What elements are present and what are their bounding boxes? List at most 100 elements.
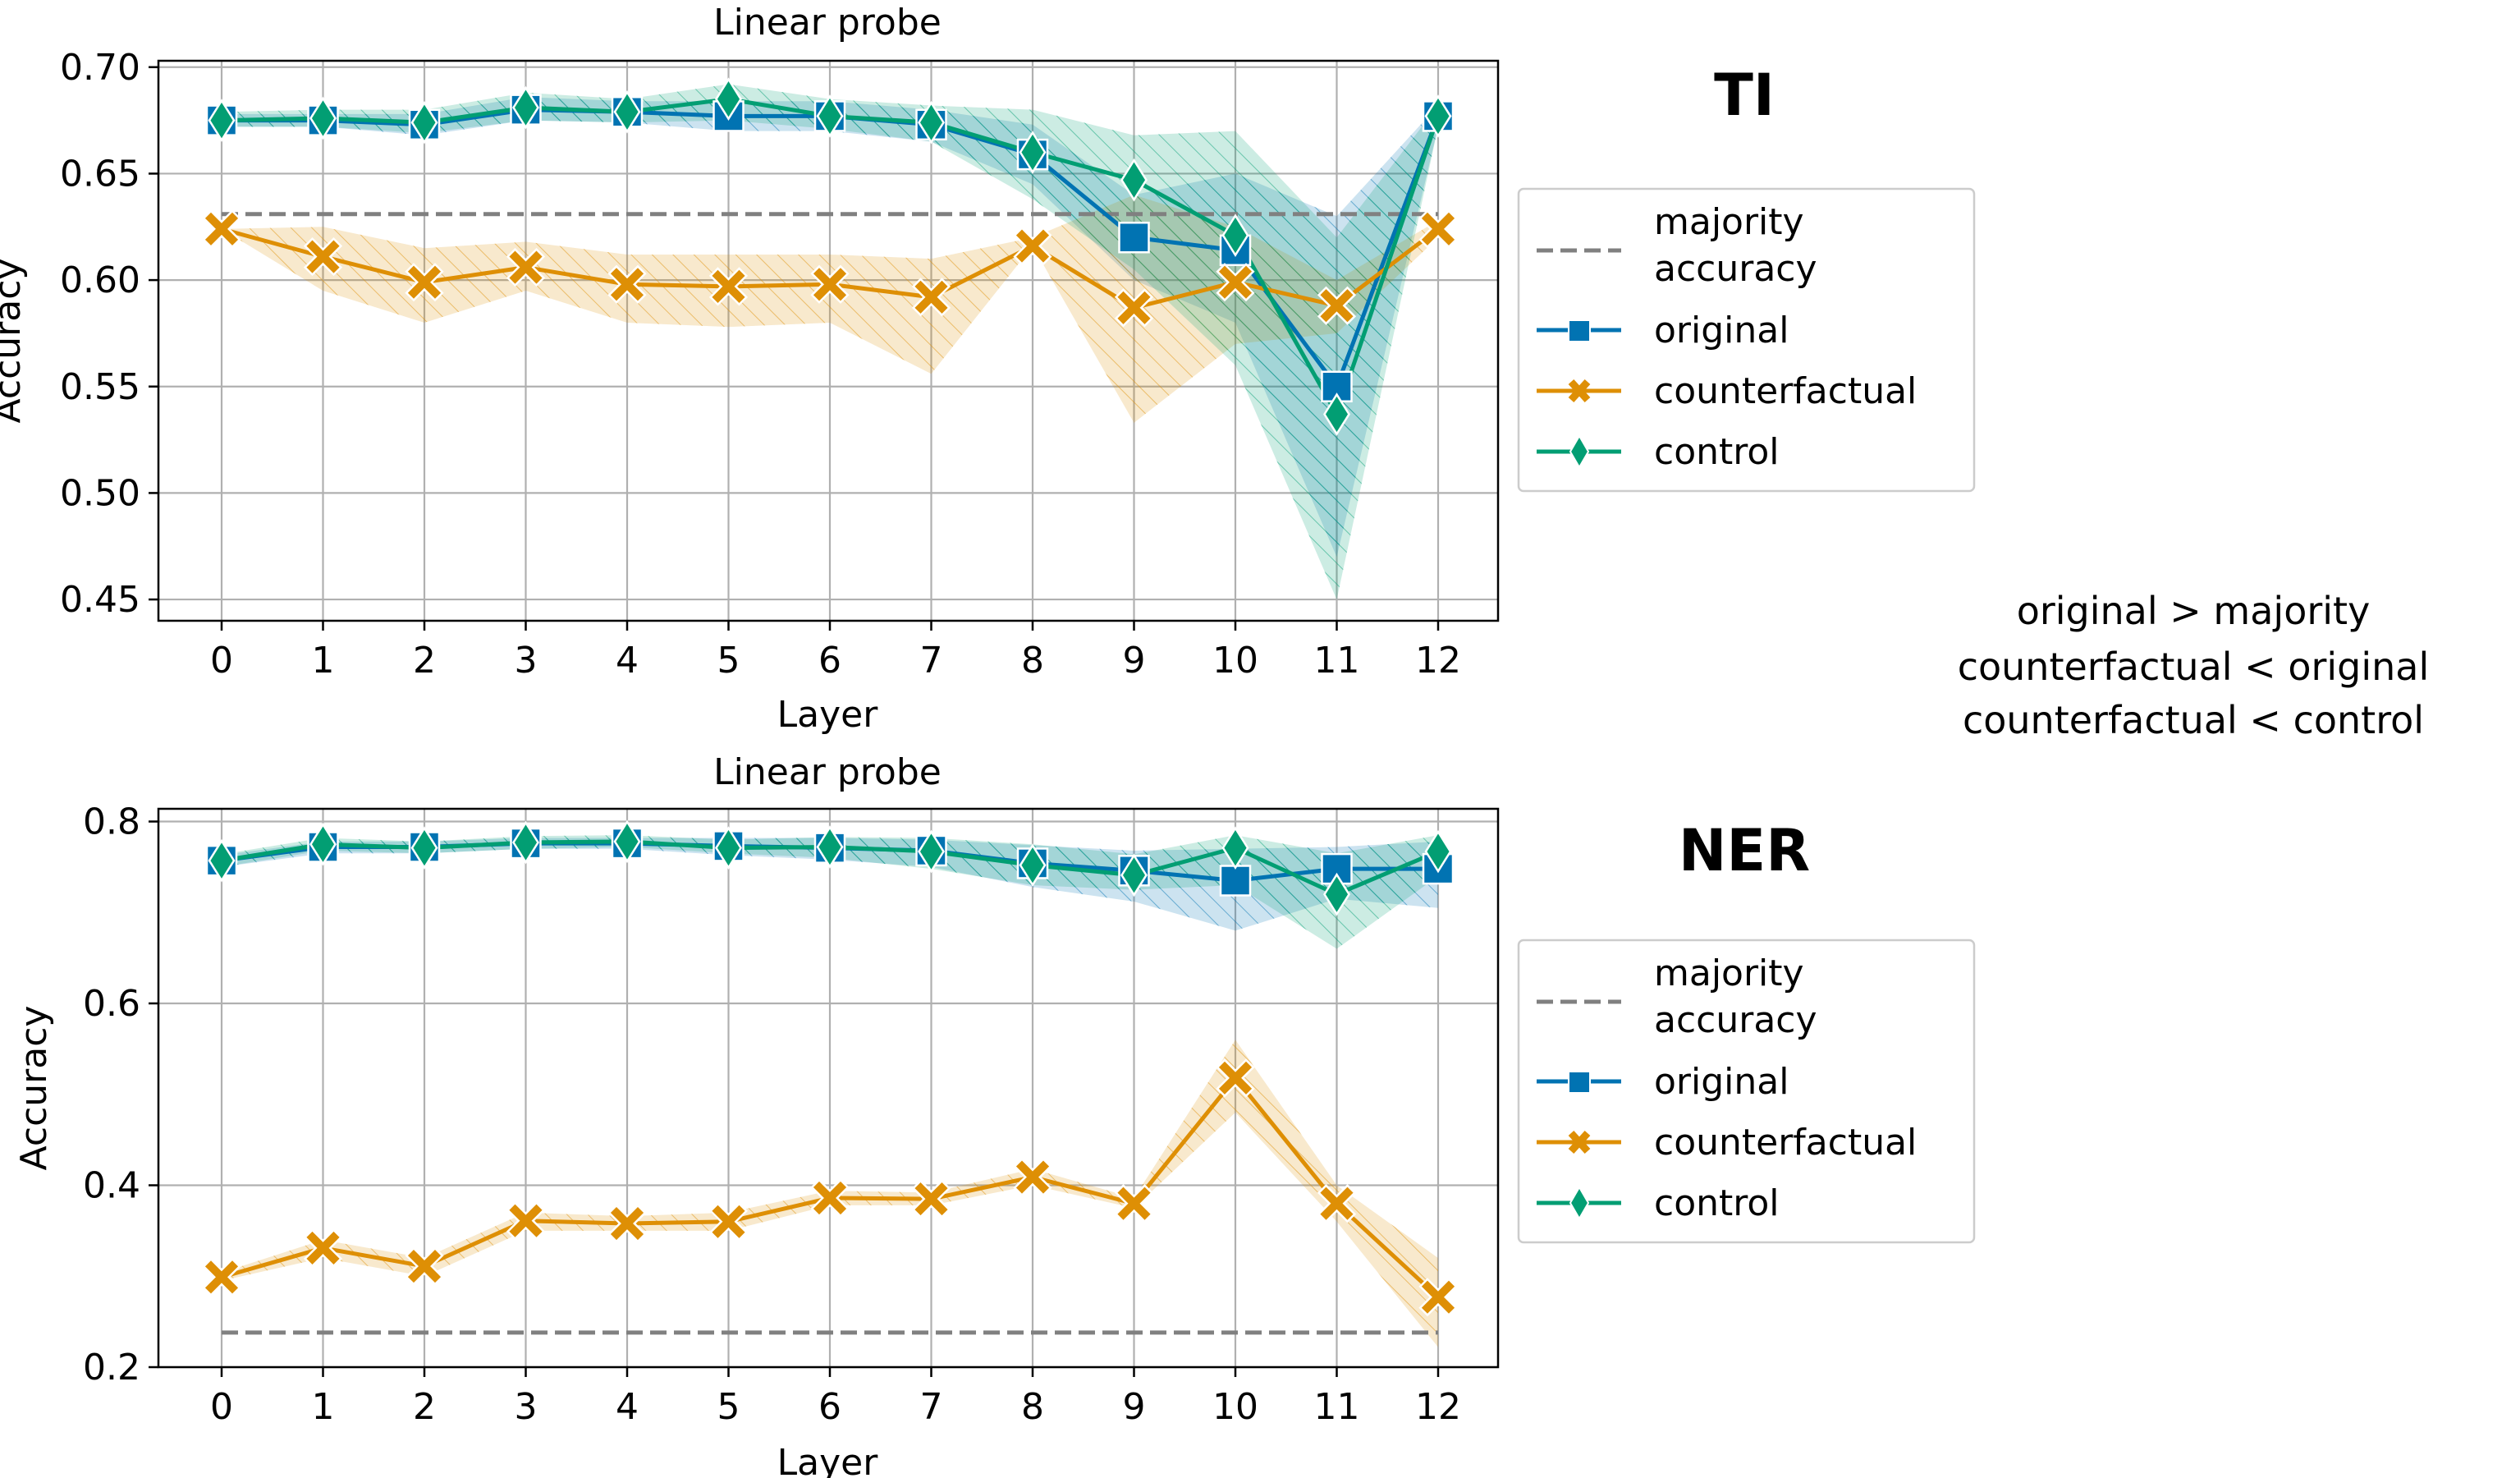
ner-counterfactual-point [1421, 1280, 1455, 1314]
ti-control-point [613, 90, 641, 134]
ti-x-tick-label: 7 [920, 640, 943, 682]
ner-x-tick-label: 3 [515, 1386, 538, 1428]
ti-control-point [918, 100, 945, 145]
ti-y-tick-label: 0.65 [60, 153, 140, 195]
ner-legend-counterfactual-marker [1568, 1130, 1591, 1154]
ti-control-point [208, 99, 236, 142]
ner-counterfactual-point [712, 1205, 745, 1238]
ner-y-tick-label: 0.6 [83, 983, 140, 1025]
ti-legend-control-label: control [1654, 431, 1780, 473]
ner-markers [202, 819, 1458, 1317]
ner-counterfactual-point [1117, 1187, 1151, 1220]
ti-counterfactual-point [1421, 212, 1455, 246]
ner-control-point [1120, 853, 1148, 897]
ti-x-tick-label: 10 [1212, 640, 1258, 682]
ti-counterfactual-point [1218, 265, 1253, 299]
ner-chart-title: Linear probe [713, 751, 942, 793]
ti-counterfactual-point [1320, 289, 1354, 323]
ti-panel-title: TI [1714, 62, 1775, 129]
ti-counterfactual-point [914, 280, 948, 314]
ti-x-tick-label: 0 [210, 640, 233, 682]
ti-legend-original-label: original [1654, 310, 1789, 351]
ner-legend-control-label: control [1654, 1182, 1780, 1224]
ner-control-point [1221, 826, 1249, 870]
ti-legend-control-marker [1569, 434, 1590, 469]
ti-control-point [410, 100, 438, 145]
ti-control-point [715, 77, 742, 122]
ner-legend: majority accuracy original counterfactua… [1517, 939, 1976, 1244]
ti-y-axis-label: Accuracy [0, 259, 29, 424]
ner-x-tick-label: 0 [210, 1386, 233, 1428]
ner-control-point [715, 826, 742, 870]
ner-legend-original-label: original [1654, 1061, 1789, 1103]
ti-x-tick-label: 2 [413, 640, 436, 682]
ner-panel-title: NER [1679, 817, 1810, 884]
ner-x-tick-label: 12 [1415, 1386, 1461, 1428]
ti-y-tick-label: 0.45 [60, 579, 140, 621]
ti-control-point [1221, 213, 1249, 257]
ti-legend-majority-label-2: accuracy [1654, 248, 1817, 290]
ti-y-tick-label: 0.50 [60, 472, 140, 514]
ner-legend-counterfactual-label: counterfactual [1654, 1122, 1917, 1164]
ner-x-tick-label: 2 [413, 1386, 436, 1428]
ner-legend-original-marker [1568, 1071, 1591, 1094]
ner-counterfactual-point [1015, 1160, 1050, 1194]
ner-x-tick-label: 7 [920, 1386, 943, 1428]
ti-counterfactual-point [407, 265, 442, 299]
ti-chart-title: Linear probe [713, 2, 942, 44]
ner-control-point [918, 829, 945, 874]
ner-legend-majority-label-2: accuracy [1654, 999, 1817, 1041]
ti-original-point [1118, 221, 1150, 254]
ner-counterfactual-point [914, 1182, 948, 1216]
note-line-2: counterfactual < original [1958, 645, 2430, 689]
ti-control-point [1323, 392, 1350, 436]
ner-x-tick-label: 9 [1123, 1386, 1146, 1428]
ner-plot-frame [157, 807, 1500, 1369]
ti-counterfactual-point [1117, 291, 1151, 324]
ti-x-axis-label: Layer [777, 694, 879, 736]
ner-counterfactual-point [610, 1206, 644, 1241]
ner-x-tick-label: 4 [616, 1386, 639, 1428]
ti-legend-majority-label-1: majority [1654, 201, 1804, 243]
ti-counterfactual-point [204, 212, 239, 246]
ner-ticks [149, 820, 1440, 1377]
ti-counterfactual-point [509, 250, 543, 284]
ner-x-axis-label: Layer [777, 1442, 879, 1478]
ti-control-point [1019, 131, 1047, 174]
ner-y-tick-label: 0.8 [83, 801, 140, 843]
ner-control-point [208, 838, 236, 883]
ti-legend: majority accuracy original counterfactua… [1517, 187, 1976, 493]
ti-ticks [149, 66, 1440, 631]
comparison-note: original > majority counterfactual < ori… [1958, 589, 2430, 742]
ti-x-tick-label: 9 [1123, 640, 1146, 682]
ner-x-tick-label: 5 [717, 1386, 740, 1428]
ner-control-point [1424, 829, 1452, 874]
ner-y-tick-labels: 0.2 0.4 0.6 0.8 [83, 801, 140, 1388]
ner-x-tick-label: 11 [1314, 1386, 1360, 1428]
ti-x-tick-label: 4 [616, 640, 639, 682]
ti-y-tick-labels: 0.45 0.50 0.55 0.60 0.65 0.70 [60, 47, 140, 621]
note-line-3: counterfactual < control [1963, 698, 2424, 742]
ner-counterfactual-point [204, 1260, 239, 1294]
ti-x-tick-label: 11 [1314, 640, 1360, 682]
ner-x-tick-label: 6 [818, 1386, 841, 1428]
ner-control-point [512, 820, 539, 865]
ti-counterfactual-point [1015, 229, 1050, 263]
ner-y-tick-label: 0.2 [83, 1347, 140, 1388]
ti-x-tick-label: 6 [818, 640, 841, 682]
ner-x-tick-label: 1 [312, 1386, 335, 1428]
ner-counterfactual-point [813, 1181, 847, 1215]
ner-control-point [816, 825, 844, 869]
ti-counterfactual-point [813, 268, 847, 301]
ti-x-tick-labels: 0 1 2 3 4 5 6 7 8 9 10 11 12 [210, 640, 1461, 682]
ner-x-tick-label: 10 [1212, 1386, 1258, 1428]
ti-x-tick-label: 1 [312, 640, 335, 682]
ti-x-tick-label: 5 [717, 640, 740, 682]
ti-plot-frame [157, 59, 1500, 622]
ner-original-point [1219, 865, 1252, 897]
ti-control-point [1424, 94, 1452, 138]
ner-x-tick-label: 8 [1021, 1386, 1044, 1428]
ti-markers [202, 77, 1458, 436]
